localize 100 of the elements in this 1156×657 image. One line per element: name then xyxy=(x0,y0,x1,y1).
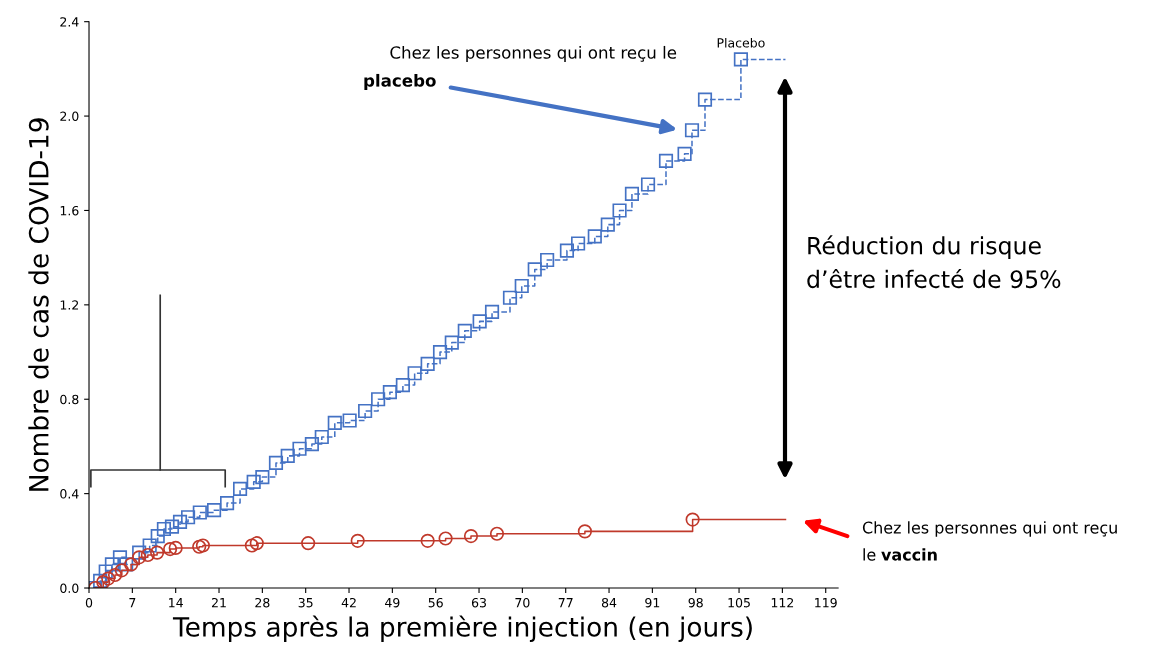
x-tick-label: 21 xyxy=(211,597,226,608)
point xyxy=(304,436,319,452)
point xyxy=(114,563,129,578)
point xyxy=(342,413,357,428)
point xyxy=(612,203,627,218)
point xyxy=(684,123,700,138)
point xyxy=(382,385,397,400)
point xyxy=(244,538,259,553)
point xyxy=(249,536,264,551)
x-tick-label: 91 xyxy=(645,597,660,608)
point xyxy=(172,514,188,530)
point xyxy=(407,366,422,381)
point xyxy=(697,92,713,107)
y-tick-label: 0.0 xyxy=(60,583,79,593)
point xyxy=(104,557,120,572)
point xyxy=(444,335,459,350)
x-tick-label: 35 xyxy=(298,597,313,608)
point xyxy=(420,533,435,548)
point xyxy=(733,52,748,67)
y-tick-label: 0.8 xyxy=(60,394,79,405)
x-tick-label: 56 xyxy=(428,597,443,608)
x-tick-label: 98 xyxy=(688,597,703,608)
point xyxy=(587,229,602,244)
point xyxy=(132,550,147,565)
point xyxy=(140,547,155,563)
point xyxy=(150,545,165,560)
point xyxy=(232,481,248,496)
y-tick-label: 2.0 xyxy=(60,111,79,121)
y-tick-label: 2.4 xyxy=(60,17,79,27)
x-tick-label: 7 xyxy=(129,598,136,608)
x-tick-label: 28 xyxy=(255,597,270,608)
point xyxy=(314,429,329,445)
x-tick-label: 14 xyxy=(169,598,183,608)
point xyxy=(571,236,586,251)
point xyxy=(180,510,196,525)
point xyxy=(142,538,157,553)
x-tick-label: 77 xyxy=(558,598,573,608)
point xyxy=(119,557,134,572)
point xyxy=(124,557,139,572)
point xyxy=(559,243,575,258)
point xyxy=(163,541,178,557)
point xyxy=(463,529,479,544)
text: Chez les personnes qui ont reçu xyxy=(862,521,1117,537)
point xyxy=(577,524,592,539)
point xyxy=(489,526,505,541)
point xyxy=(206,503,222,518)
text: vaccin xyxy=(881,548,937,561)
x-tick-label: 42 xyxy=(341,597,356,608)
x-tick-label: 119 xyxy=(815,597,837,608)
y-axis-title: Nombre de cas de COVID-19 xyxy=(28,118,49,491)
point xyxy=(457,323,472,338)
point xyxy=(301,536,316,551)
point xyxy=(527,262,542,277)
text: le xyxy=(863,548,876,561)
point xyxy=(219,495,235,511)
point xyxy=(164,519,180,534)
point xyxy=(677,146,692,161)
point xyxy=(358,403,373,419)
point xyxy=(420,356,435,371)
point xyxy=(658,153,674,168)
annotation: Chez les personnes qui ont reçu le xyxy=(390,45,677,63)
x-tick-label: 49 xyxy=(385,597,400,608)
point xyxy=(624,186,640,202)
point xyxy=(112,550,128,565)
point xyxy=(484,304,500,320)
point xyxy=(246,474,261,489)
x-tick-label: 63 xyxy=(471,597,486,608)
point xyxy=(98,564,113,579)
series-label: Placebo xyxy=(717,37,765,48)
x-tick-label: 84 xyxy=(601,597,617,608)
x-axis-title: Temps après la première injection (en jours) xyxy=(172,615,752,642)
point xyxy=(502,290,518,305)
point xyxy=(640,177,656,192)
point xyxy=(540,252,555,268)
point xyxy=(195,538,211,553)
point xyxy=(292,441,307,456)
point xyxy=(600,217,615,232)
point xyxy=(685,512,700,527)
annotation: placebo xyxy=(364,73,436,91)
x-tick-label: 70 xyxy=(515,597,530,608)
point xyxy=(438,531,453,546)
point xyxy=(280,448,295,463)
point xyxy=(107,567,123,583)
point xyxy=(156,521,172,537)
x-tick-label: 105 xyxy=(728,597,750,608)
x-tick-label: 0 xyxy=(85,597,93,608)
point xyxy=(350,533,365,548)
point xyxy=(472,314,487,329)
annotation: Réduction du risque d’être infecté de 95% xyxy=(807,235,1061,289)
point xyxy=(192,539,207,554)
point xyxy=(168,540,183,555)
point xyxy=(150,529,165,544)
point xyxy=(101,571,116,586)
point xyxy=(395,377,410,393)
point xyxy=(327,415,342,430)
point xyxy=(192,505,207,520)
point xyxy=(268,455,284,471)
point xyxy=(432,344,448,360)
point xyxy=(255,470,270,485)
y-tick-label: 1.2 xyxy=(60,300,79,310)
